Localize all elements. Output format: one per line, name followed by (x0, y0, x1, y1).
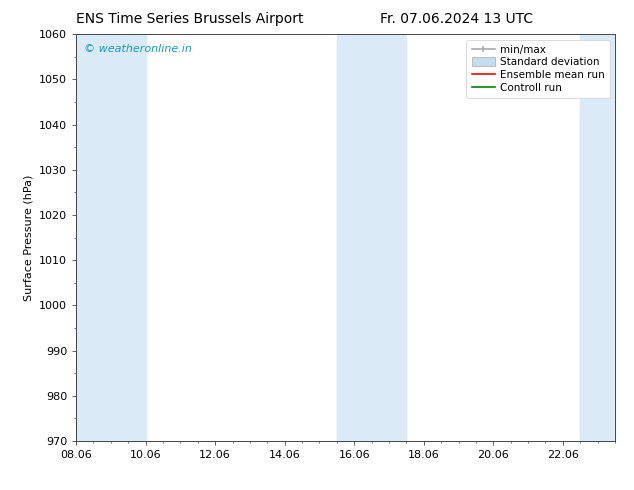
Bar (337, 34, 406, 441)
Text: ENS Time Series Brussels Airport: ENS Time Series Brussels Airport (77, 12, 304, 26)
Bar (76, 34, 111, 441)
Text: Fr. 07.06.2024 13 UTC: Fr. 07.06.2024 13 UTC (380, 12, 533, 26)
Bar (111, 34, 146, 441)
Y-axis label: Surface Pressure (hPa): Surface Pressure (hPa) (23, 174, 34, 301)
Bar (580, 34, 615, 441)
Text: © weatheronline.in: © weatheronline.in (84, 45, 192, 54)
Legend: min/max, Standard deviation, Ensemble mean run, Controll run: min/max, Standard deviation, Ensemble me… (467, 40, 610, 98)
